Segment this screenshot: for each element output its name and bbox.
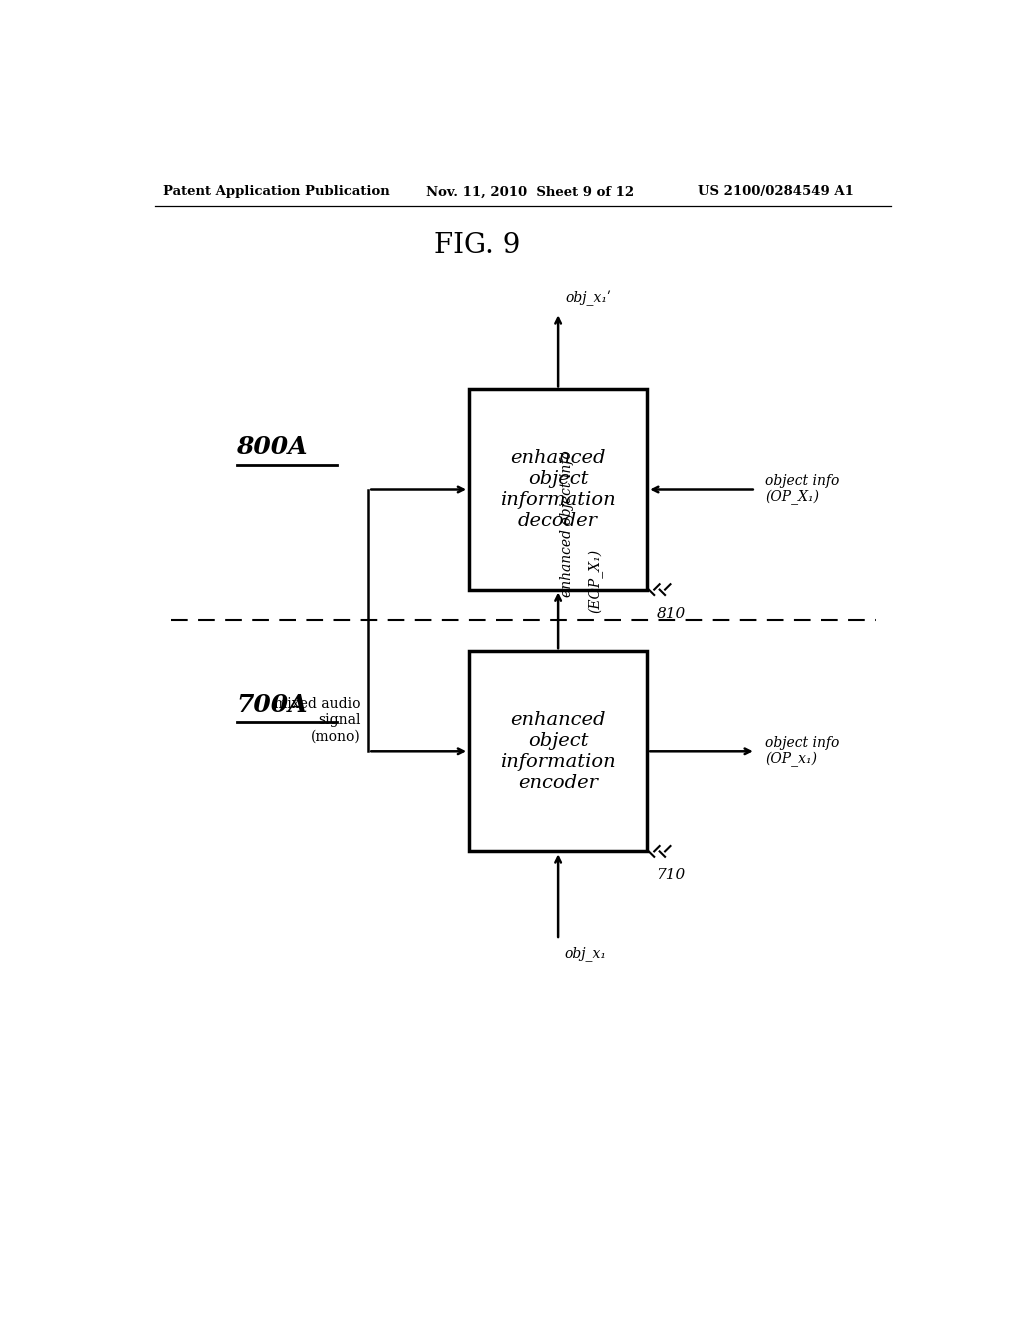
- Text: 810: 810: [656, 607, 686, 620]
- Text: Nov. 11, 2010  Sheet 9 of 12: Nov. 11, 2010 Sheet 9 of 12: [426, 185, 635, 198]
- Bar: [469, 389, 647, 590]
- Text: 710: 710: [656, 869, 686, 882]
- Text: object info
(OP_X₁): object info (OP_X₁): [765, 474, 840, 506]
- Text: (EOP_X₁): (EOP_X₁): [588, 549, 603, 612]
- Text: mixed audio
signal
(mono): mixed audio signal (mono): [274, 697, 360, 743]
- Text: 700A: 700A: [237, 693, 308, 717]
- Text: enhanced
object
information
decoder: enhanced object information decoder: [501, 449, 616, 529]
- Text: US 2100/0284549 A1: US 2100/0284549 A1: [697, 185, 853, 198]
- Bar: [469, 651, 647, 851]
- Text: FIG. 9: FIG. 9: [433, 231, 520, 259]
- Text: 800A: 800A: [237, 436, 308, 459]
- Text: Patent Application Publication: Patent Application Publication: [163, 185, 389, 198]
- Text: object info
(OP_x₁): object info (OP_x₁): [765, 735, 840, 767]
- Text: enhanced object info: enhanced object info: [560, 450, 574, 597]
- Text: enhanced
object
information
encoder: enhanced object information encoder: [501, 711, 616, 792]
- Text: obj_x₁: obj_x₁: [564, 946, 606, 961]
- Text: obj_x₁ʹ: obj_x₁ʹ: [566, 290, 611, 306]
